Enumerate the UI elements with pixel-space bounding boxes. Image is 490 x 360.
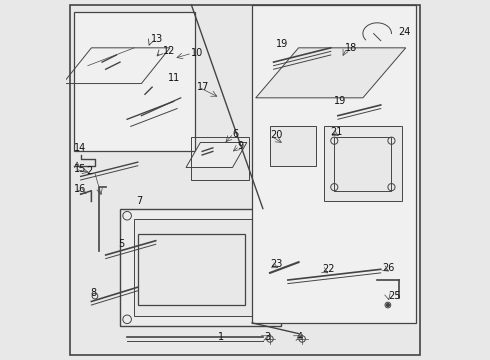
Text: 22: 22 — [322, 264, 334, 274]
Text: 6: 6 — [232, 129, 239, 139]
Text: 20: 20 — [270, 130, 282, 140]
Text: 13: 13 — [151, 34, 163, 44]
Text: 11: 11 — [168, 73, 180, 83]
Text: 8: 8 — [91, 288, 97, 297]
Text: 12: 12 — [163, 46, 175, 56]
Polygon shape — [186, 143, 247, 167]
Text: 15: 15 — [74, 164, 86, 174]
Text: 16: 16 — [74, 184, 86, 194]
Text: 10: 10 — [192, 48, 204, 58]
Polygon shape — [74, 12, 195, 152]
Polygon shape — [252, 5, 416, 323]
Polygon shape — [323, 126, 402, 202]
Text: 24: 24 — [398, 27, 411, 37]
Text: 25: 25 — [388, 291, 400, 301]
Polygon shape — [70, 5, 420, 355]
Text: 7: 7 — [136, 197, 142, 206]
Text: 9: 9 — [238, 141, 244, 151]
Text: 5: 5 — [118, 239, 124, 249]
Text: 18: 18 — [345, 43, 357, 53]
Polygon shape — [120, 208, 281, 327]
Text: 21: 21 — [331, 127, 343, 137]
Circle shape — [387, 303, 390, 306]
Text: 4: 4 — [297, 332, 303, 342]
Text: 2: 2 — [86, 166, 92, 176]
Polygon shape — [256, 48, 406, 98]
Text: 3: 3 — [265, 332, 271, 342]
Text: 26: 26 — [383, 262, 395, 273]
Text: 17: 17 — [197, 82, 209, 92]
Text: 19: 19 — [334, 96, 346, 107]
Text: 23: 23 — [270, 259, 282, 269]
Text: 1: 1 — [218, 332, 224, 342]
Text: 19: 19 — [276, 39, 289, 49]
Polygon shape — [134, 219, 267, 316]
Polygon shape — [270, 126, 317, 166]
Text: 14: 14 — [74, 143, 86, 153]
